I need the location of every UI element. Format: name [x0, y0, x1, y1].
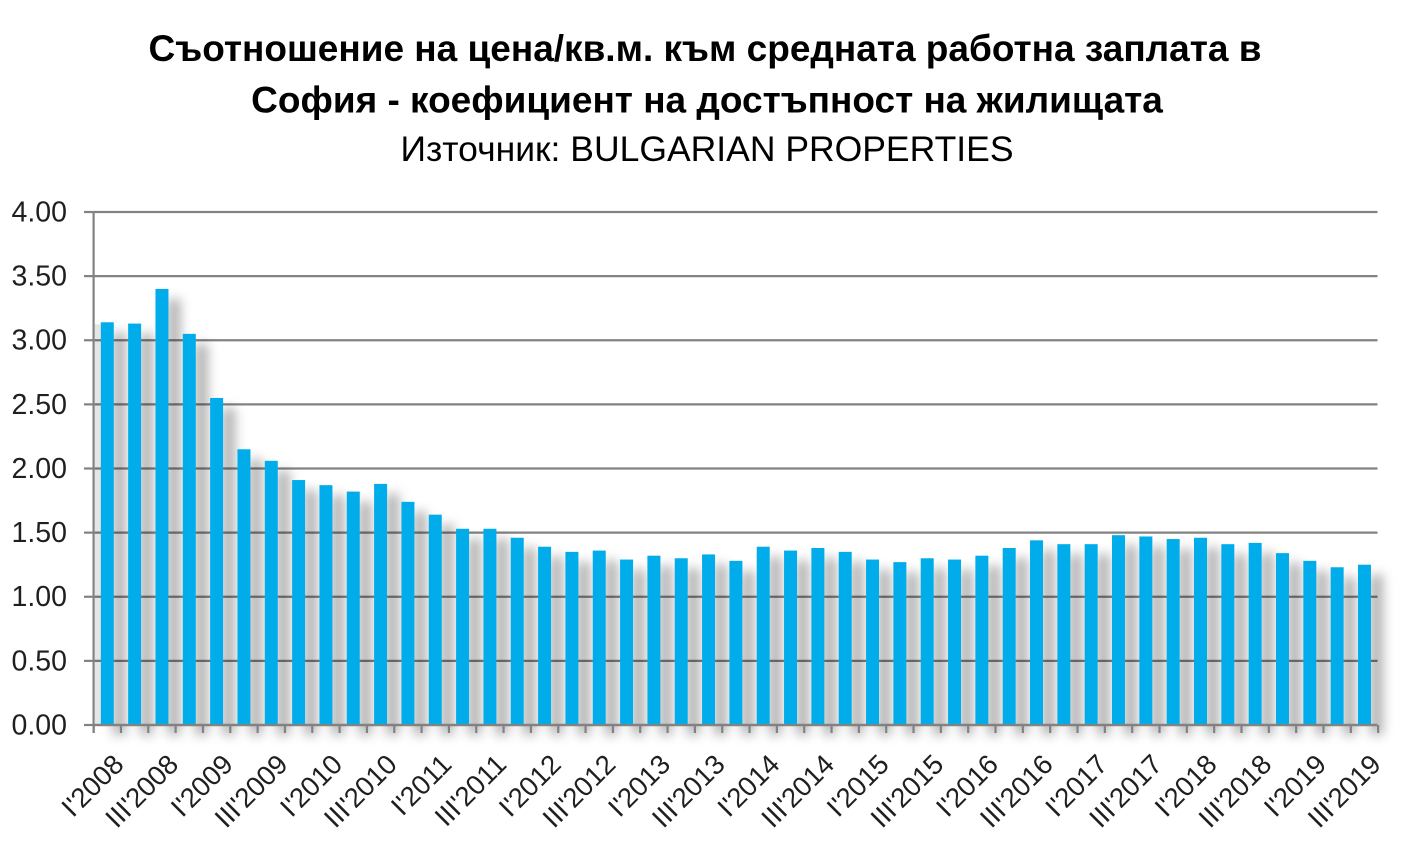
- svg-text:0.00: 0.00: [12, 709, 67, 741]
- svg-text:София - коефициент на достъпно: София - коефициент на достъпност на жили…: [251, 80, 1163, 121]
- svg-text:Съотношение на цена/кв.м. към: Съотношение на цена/кв.м. към средната р…: [149, 28, 1262, 69]
- svg-text:3.50: 3.50: [12, 261, 67, 293]
- svg-text:1.00: 1.00: [12, 581, 67, 613]
- svg-text:1.50: 1.50: [12, 517, 67, 549]
- svg-text:2.00: 2.00: [12, 453, 67, 485]
- svg-text:0.50: 0.50: [12, 645, 67, 677]
- svg-text:4.00: 4.00: [12, 196, 67, 228]
- svg-text:Източник: BULGARIAN PROPERTIES: Източник: BULGARIAN PROPERTIES: [400, 129, 1013, 169]
- svg-text:3.00: 3.00: [12, 325, 67, 357]
- svg-text:2.50: 2.50: [12, 389, 67, 421]
